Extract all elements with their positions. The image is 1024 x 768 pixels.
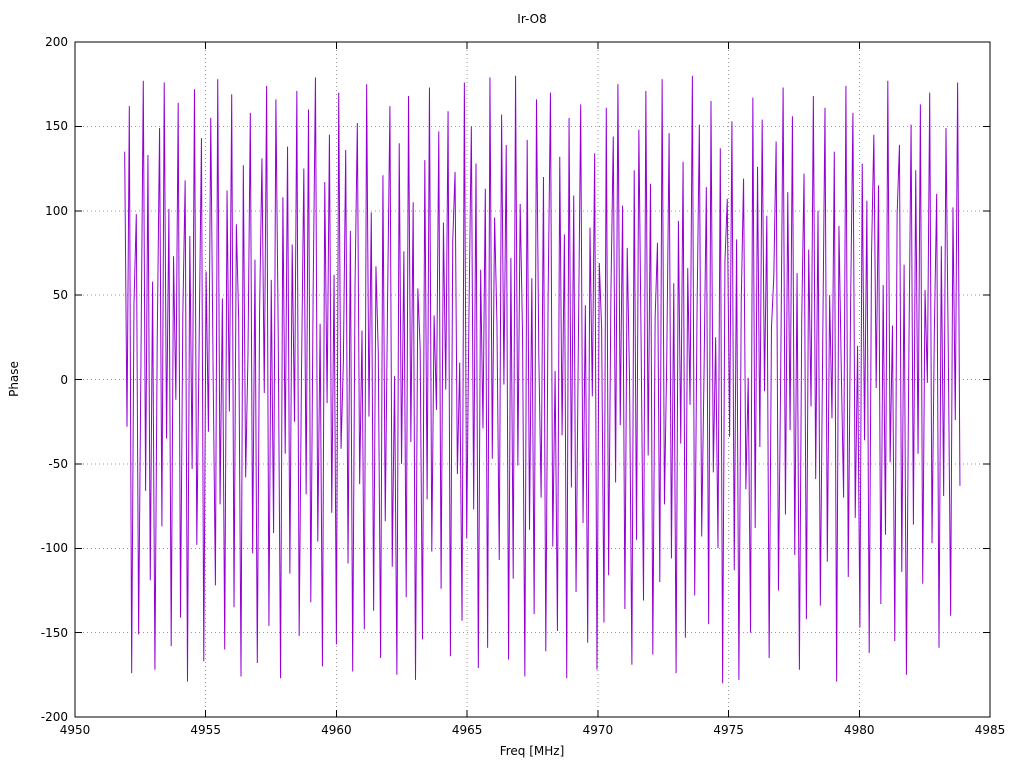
x-tick-label: 4975 xyxy=(713,723,744,737)
y-tick-label: 50 xyxy=(52,288,68,303)
y-tick-label: 200 xyxy=(45,35,68,49)
y-tick-label: 100 xyxy=(45,203,68,218)
y-tick-label: -150 xyxy=(40,625,68,640)
y-tick-label: -50 xyxy=(48,456,68,471)
x-axis-label: Freq [MHz] xyxy=(499,744,565,758)
y-tick-label: -100 xyxy=(40,541,68,556)
x-tick-label: 4980 xyxy=(844,723,875,737)
x-tick-label: 4970 xyxy=(582,723,614,737)
y-tick-label: 0 xyxy=(60,372,68,387)
y-tick-label: -200 xyxy=(40,710,68,724)
x-tick-label: 4950 xyxy=(59,723,91,737)
y-axis-label: Phase xyxy=(7,361,21,397)
phase-trace xyxy=(124,75,961,684)
y-tick-label: 150 xyxy=(45,119,68,134)
x-tick-label: 4960 xyxy=(321,723,352,737)
x-tick-label: 4985 xyxy=(974,723,1006,737)
x-tick-label: 4955 xyxy=(190,723,221,737)
x-tick-label: 4965 xyxy=(451,723,483,737)
chart-title: Ir-O8 xyxy=(517,12,547,26)
